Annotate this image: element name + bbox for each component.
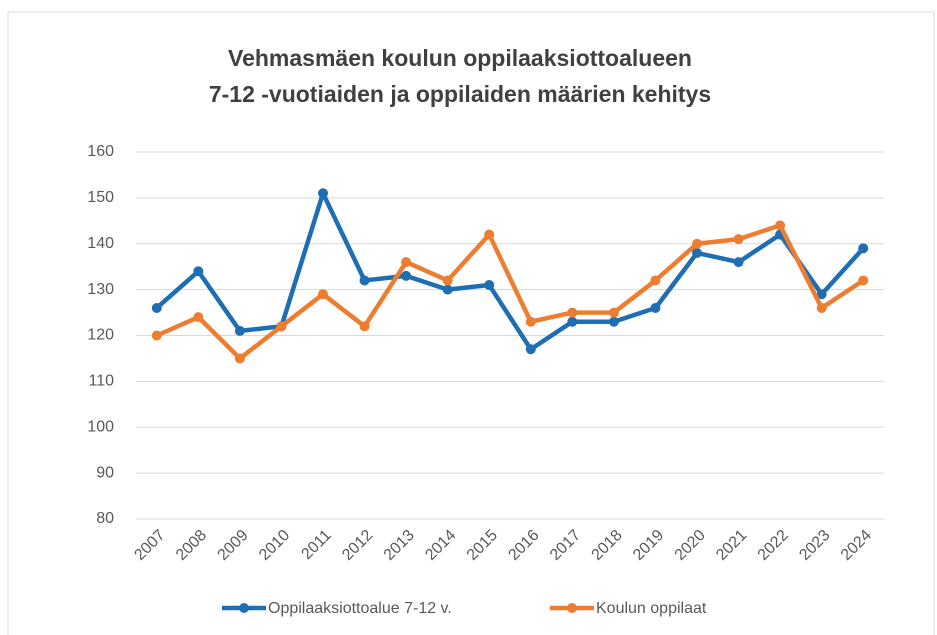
x-tick-label: 2016	[505, 527, 542, 564]
chart-title: 7-12 -vuotiaiden ja oppilaiden määrien k…	[209, 81, 711, 107]
data-point	[733, 234, 744, 245]
data-point	[858, 275, 869, 286]
data-point	[650, 275, 661, 286]
y-tick-label: 80	[96, 510, 114, 527]
chart-border	[7, 11, 935, 635]
data-point	[401, 270, 412, 281]
data-point	[775, 220, 786, 231]
x-tick-label: 2021	[713, 527, 750, 564]
data-point	[359, 321, 370, 332]
x-tick-label: 2018	[589, 527, 626, 564]
series-line	[155, 223, 865, 361]
x-tick-label: 2010	[256, 527, 293, 564]
data-point	[484, 229, 495, 240]
legend-marker	[239, 603, 249, 613]
data-point	[525, 344, 536, 355]
data-point	[608, 307, 619, 318]
data-point	[234, 325, 245, 336]
data-point	[193, 266, 204, 277]
data-point	[234, 353, 245, 364]
x-tick-label: 2019	[630, 527, 667, 564]
series-line	[155, 191, 865, 352]
x-tick-label: 2011	[298, 527, 334, 563]
x-tick-label: 2015	[464, 527, 501, 564]
x-tick-label: 2012	[339, 527, 376, 564]
y-tick-label: 120	[87, 327, 114, 344]
data-point	[318, 188, 328, 199]
data-point	[151, 302, 162, 313]
y-tick-label: 130	[87, 281, 114, 298]
y-tick-label: 110	[88, 373, 114, 390]
data-point	[318, 289, 328, 300]
data-point	[442, 275, 453, 286]
data-point	[276, 321, 287, 332]
y-tick-label: 140	[87, 235, 114, 252]
data-point	[525, 316, 536, 327]
data-point	[359, 275, 370, 286]
x-tick-label: 2023	[796, 527, 833, 564]
x-tick-label: 2017	[547, 527, 584, 564]
x-tick-label: 2020	[672, 527, 709, 564]
chart-title: Vehmasmäen koulun oppilaaksiottoalueen	[228, 45, 692, 71]
data-point	[151, 330, 162, 341]
data-point	[650, 302, 661, 313]
data-point	[608, 316, 619, 327]
legend-label: Koulun oppilaat	[596, 600, 707, 617]
x-tick-label: 2008	[173, 527, 210, 564]
data-point	[401, 257, 412, 268]
data-point	[692, 247, 702, 258]
data-point	[442, 284, 453, 295]
data-point	[858, 243, 869, 254]
x-tick-label: 2009	[215, 527, 252, 564]
x-tick-label: 2022	[755, 527, 792, 564]
y-tick-label: 90	[96, 464, 114, 481]
y-tick-label: 150	[87, 189, 114, 206]
y-tick-label: 100	[87, 418, 114, 435]
data-point	[567, 316, 578, 327]
x-tick-label: 2024	[838, 527, 875, 564]
legend-label: Oppilaaksiottoalue 7-12 v.	[268, 600, 452, 617]
y-tick-label: 160	[87, 143, 114, 160]
legend-marker	[567, 603, 577, 613]
x-tick-label: 2007	[131, 527, 168, 564]
data-point	[193, 312, 204, 323]
x-tick-label: 2013	[381, 527, 418, 564]
data-point	[484, 280, 495, 291]
data-point	[816, 289, 827, 300]
data-point	[816, 302, 827, 313]
data-point	[692, 238, 702, 249]
data-point	[733, 257, 744, 268]
x-tick-label: 2014	[422, 527, 459, 564]
data-point	[567, 307, 578, 318]
